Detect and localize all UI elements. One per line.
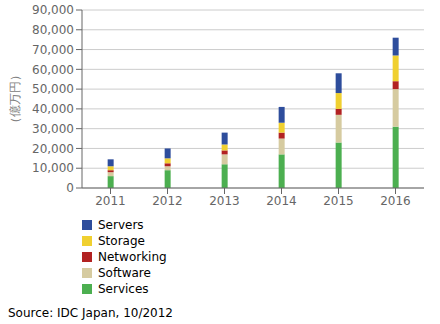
svg-text:2014: 2014 (266, 194, 297, 208)
html-text:Services: Services (98, 282, 149, 296)
html-text:Software: Software (98, 266, 151, 280)
html-text:Storage: Storage (98, 234, 145, 248)
svg-text:80,000: 80,000 (32, 23, 74, 37)
html-text:Servers: Servers (98, 218, 144, 232)
svg-text:2016: 2016 (380, 194, 411, 208)
svg-text:60,000: 60,000 (32, 63, 74, 77)
svg-text:20,000: 20,000 (32, 142, 74, 156)
svg-text:2013: 2013 (209, 194, 240, 208)
html-text:Networking: Networking (98, 250, 167, 264)
svg-text:2012: 2012 (152, 194, 183, 208)
svg-text:50,000: 50,000 (32, 82, 74, 96)
svg-text:0: 0 (66, 181, 74, 195)
svg-text:2011: 2011 (95, 194, 126, 208)
svg-text:40,000: 40,000 (32, 102, 74, 116)
svg-text:10,000: 10,000 (32, 161, 74, 175)
svg-text:70,000: 70,000 (32, 43, 74, 57)
svg-text:（億万円）: （億万円） (8, 69, 22, 129)
svg-text:2015: 2015 (323, 194, 354, 208)
html-text:Source: IDC Japan, 10/2012: Source: IDC Japan, 10/2012 (8, 306, 173, 320)
svg-text:30,000: 30,000 (32, 122, 74, 136)
svg-text:90,000: 90,000 (32, 3, 74, 17)
